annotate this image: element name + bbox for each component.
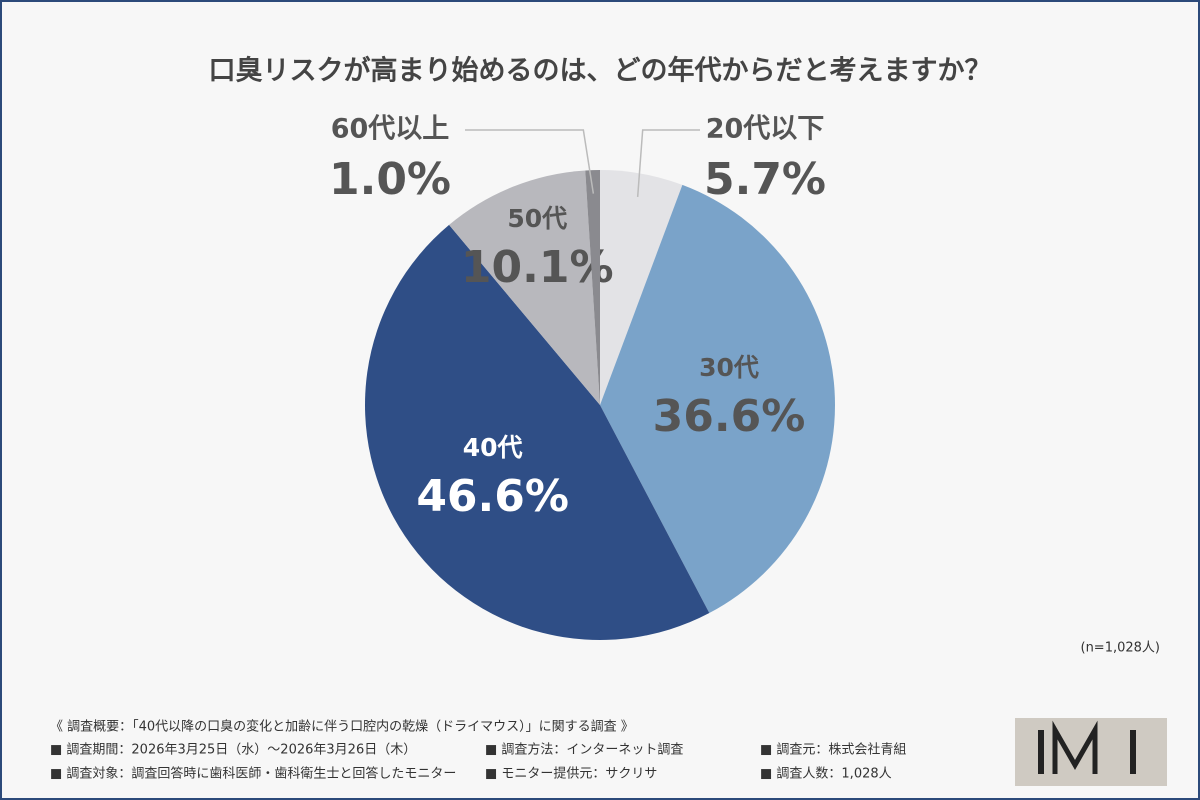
slice-category: 40代 (463, 433, 523, 462)
slice-category: 30代 (699, 353, 759, 382)
pie-slice (600, 184, 835, 614)
footer-item: ■ 調査元：株式会社青組 (760, 742, 906, 758)
pie-slice (449, 170, 600, 405)
slice-value: 1.0% (329, 154, 451, 205)
pie-slice (585, 170, 600, 405)
slice-category: 50代 (507, 204, 567, 233)
slice-value: 46.6% (416, 471, 569, 522)
pie-slice (365, 224, 710, 640)
footer-item: ■ 調査方法：インターネット調査 (485, 742, 683, 758)
leader-line (636, 129, 700, 197)
pie-slice (600, 170, 683, 405)
slice-value: 36.6% (653, 391, 806, 442)
leader-line (465, 129, 595, 194)
slice-category: 60代以上 (331, 114, 450, 145)
chart-title: 口臭リスクが高まり始めるのは、どの年代からだと考えますか？ (209, 55, 992, 87)
logo (1015, 718, 1167, 786)
footer-item: ■ モニター提供元：サクリサ (485, 766, 657, 782)
footer-item: ■ 調査人数：1,028人 (760, 767, 892, 782)
sample-note: (n=1,028人) (1081, 641, 1161, 656)
slice-value: 5.7% (704, 154, 826, 205)
slice-value: 10.1% (461, 242, 614, 293)
footer-item: ■ 調査対象：調査回答時に歯科医師・歯科衛生士と回答したモニター (50, 766, 456, 782)
slice-category: 20代以下 (706, 114, 825, 145)
footer-item: ■ 調査期間：2026年3月25日（水）〜2026年3月26日（木） (50, 743, 416, 758)
footer-heading: 《 調査概要：「40代以降の口臭の変化と加齢に伴う口腔内の乾燥（ドライマウス）」… (50, 719, 634, 735)
